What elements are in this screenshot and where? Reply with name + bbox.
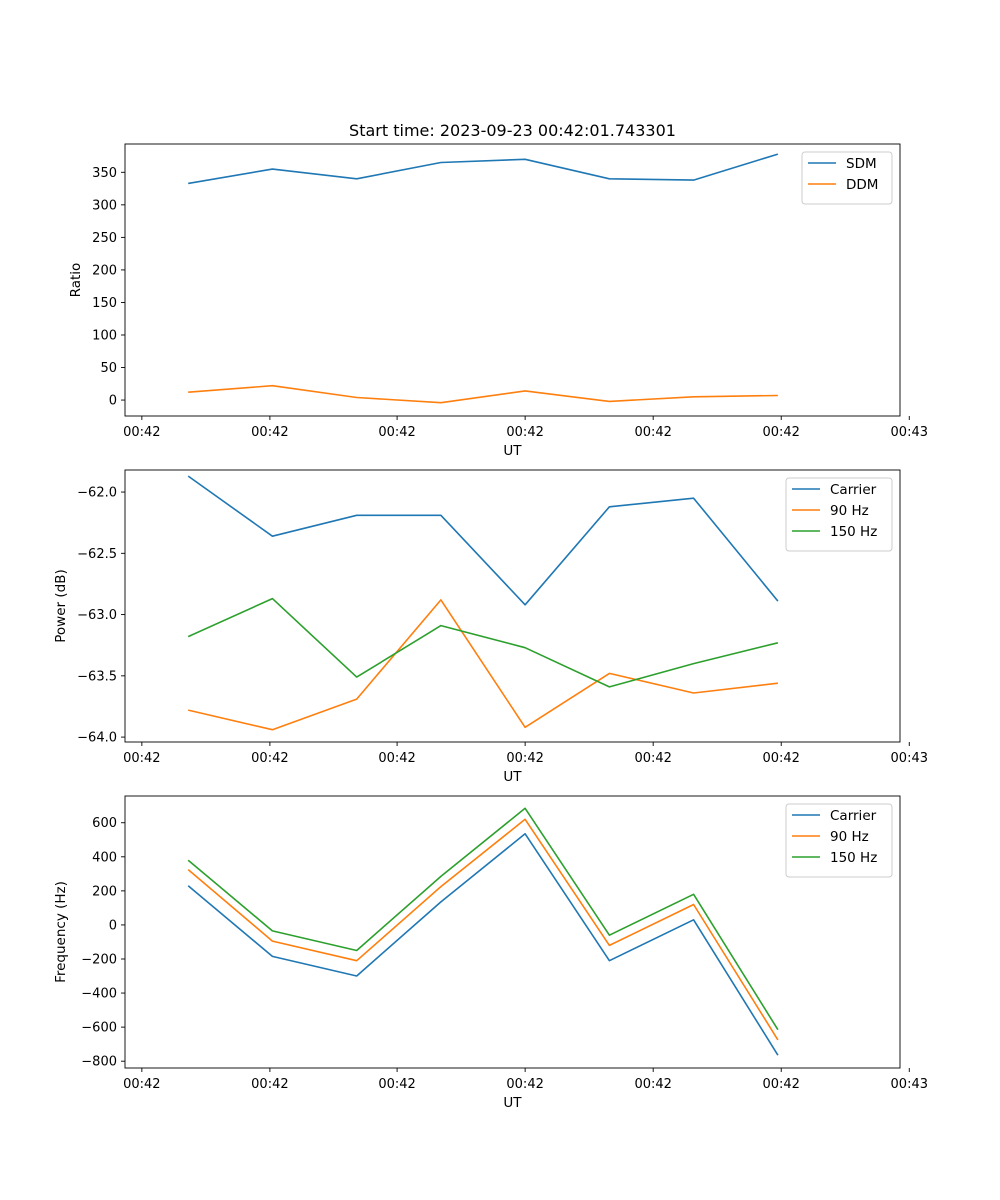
x-tick-label: 00:42 bbox=[378, 425, 415, 440]
x-tick-label: 00:42 bbox=[634, 1077, 671, 1092]
y-axis-label: Ratio bbox=[68, 263, 84, 298]
y-tick-label: −64.0 bbox=[77, 731, 117, 746]
x-tick-label: 00:42 bbox=[123, 425, 160, 440]
x-tick-label: 00:42 bbox=[762, 751, 799, 766]
x-tick-label: 00:42 bbox=[762, 425, 799, 440]
x-tick-label: 00:42 bbox=[506, 1077, 543, 1092]
series-line-90-hz bbox=[187, 818, 779, 1041]
y-tick-label: −62.5 bbox=[77, 547, 117, 562]
y-tick-label: −600 bbox=[81, 1021, 117, 1036]
x-axis-label: UT bbox=[503, 1095, 522, 1111]
x-tick-label: 00:42 bbox=[251, 751, 288, 766]
x-tick-label: 00:43 bbox=[891, 425, 928, 440]
legend-label: Carrier bbox=[830, 808, 877, 824]
y-tick-label: −63.0 bbox=[77, 608, 117, 623]
plot-frame bbox=[124, 469, 901, 743]
series-line-carrier bbox=[187, 832, 779, 1056]
x-tick-label: 00:42 bbox=[634, 425, 671, 440]
x-tick-label: 00:43 bbox=[891, 751, 928, 766]
y-tick-label: 200 bbox=[92, 884, 117, 899]
series-line-carrier bbox=[187, 475, 779, 606]
legend: Carrier 90 Hz 150 Hz bbox=[785, 803, 893, 878]
y-tick-label: 600 bbox=[92, 816, 117, 831]
y-tick-label: 200 bbox=[92, 263, 117, 278]
legend: SDM DDM bbox=[801, 151, 893, 205]
y-axis-label: Power (dB) bbox=[53, 569, 69, 642]
x-tick-label: 00:42 bbox=[762, 1077, 799, 1092]
x-axis-label: UT bbox=[503, 443, 522, 459]
chart-panel-3: 00:42 00:42 00:42 00:42 00:42 00:42 00:43 600 40… bbox=[53, 795, 928, 1111]
legend-label: 150 Hz bbox=[830, 850, 877, 866]
y-tick-label: 350 bbox=[92, 166, 117, 181]
series-line-150-hz bbox=[187, 597, 779, 688]
x-tick-label: 00:43 bbox=[891, 1077, 928, 1092]
plot-frame bbox=[124, 143, 901, 417]
series-line-90-hz bbox=[188, 599, 778, 731]
x-tick-label: 00:42 bbox=[506, 425, 543, 440]
legend-label: 90 Hz bbox=[830, 503, 869, 519]
y-tick-label: 0 bbox=[109, 918, 117, 933]
x-tick-label: 00:42 bbox=[378, 751, 415, 766]
y-tick-label: 150 bbox=[92, 296, 117, 311]
legend-frame bbox=[785, 803, 893, 878]
legend-label: SDM bbox=[846, 156, 877, 172]
x-tick-label: 00:42 bbox=[251, 425, 288, 440]
legend: Carrier 90 Hz 150 Hz bbox=[785, 477, 893, 552]
legend-label: 90 Hz bbox=[830, 829, 869, 845]
y-tick-label: −800 bbox=[81, 1055, 117, 1070]
x-tick-label: 00:42 bbox=[506, 751, 543, 766]
y-tick-label: 400 bbox=[92, 850, 117, 865]
y-tick-label: 50 bbox=[100, 361, 117, 376]
chart-panel-1: 00:42 00:42 00:42 00:42 00:42 00:42 00:43 0 50 10… bbox=[68, 143, 928, 459]
y-tick-label: 0 bbox=[109, 394, 117, 409]
y-tick-label: −63.5 bbox=[77, 669, 117, 684]
y-tick-label: −200 bbox=[81, 952, 117, 967]
x-tick-label: 00:42 bbox=[123, 1077, 160, 1092]
plot-frame bbox=[124, 795, 901, 1069]
legend-label: Carrier bbox=[830, 482, 877, 498]
x-tick-label: 00:42 bbox=[251, 1077, 288, 1092]
series-line-150-hz bbox=[187, 807, 779, 1031]
y-axis-label: Frequency (Hz) bbox=[53, 881, 69, 983]
series-line-ddm bbox=[188, 384, 778, 404]
series-line-sdm bbox=[188, 153, 779, 185]
y-tick-label: 100 bbox=[92, 328, 117, 343]
y-tick-label: 250 bbox=[92, 231, 117, 246]
x-tick-label: 00:42 bbox=[123, 751, 160, 766]
chart-panel-2: 00:42 00:42 00:42 00:42 00:42 00:42 00:43 −62.0… bbox=[53, 469, 928, 785]
legend-frame bbox=[785, 477, 893, 552]
figure-title: Start time: 2023-09-23 00:42:01.743301 bbox=[349, 121, 676, 140]
legend-label: 150 Hz bbox=[830, 524, 877, 540]
legend-label: DDM bbox=[846, 177, 878, 193]
legend-frame bbox=[801, 151, 893, 205]
x-tick-label: 00:42 bbox=[634, 751, 671, 766]
y-tick-label: −400 bbox=[81, 987, 117, 1002]
y-tick-label: −62.0 bbox=[77, 486, 117, 501]
y-tick-label: 300 bbox=[92, 198, 117, 213]
x-tick-label: 00:42 bbox=[378, 1077, 415, 1092]
x-axis-label: UT bbox=[503, 769, 522, 785]
